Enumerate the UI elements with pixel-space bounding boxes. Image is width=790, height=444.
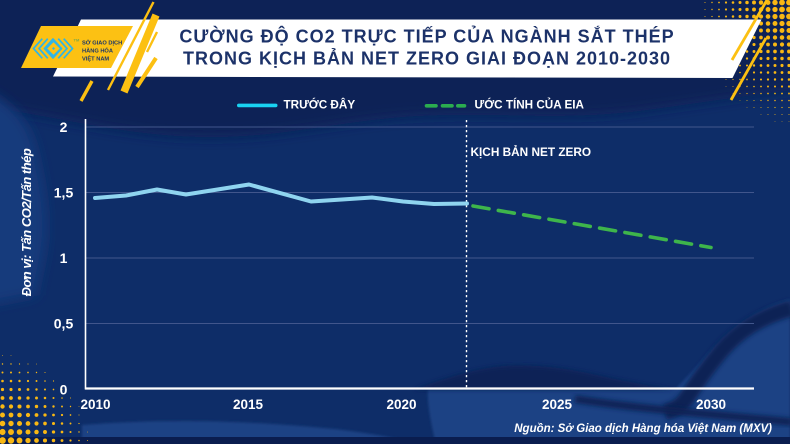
svg-text:SỞ GIAO DỊCH: SỞ GIAO DỊCH — [82, 39, 122, 46]
svg-text:2025: 2025 — [542, 397, 573, 412]
svg-text:KỊCH BẢN NET ZERO: KỊCH BẢN NET ZERO — [471, 145, 592, 159]
svg-text:2030: 2030 — [696, 397, 726, 412]
svg-text:2010: 2010 — [80, 397, 110, 412]
svg-text:ƯỚC TÍNH CỦA EIA: ƯỚC TÍNH CỦA EIA — [475, 99, 585, 112]
svg-text:1,5: 1,5 — [54, 185, 74, 201]
svg-text:2015: 2015 — [233, 397, 264, 412]
svg-text:HÀNG HÓA: HÀNG HÓA — [82, 46, 113, 54]
svg-text:0: 0 — [60, 382, 68, 398]
svg-text:1: 1 — [60, 250, 68, 266]
svg-text:2020: 2020 — [386, 397, 416, 412]
svg-text:Nguồn: Sở Giao dịch Hàng hóa V: Nguồn: Sở Giao dịch Hàng hóa Việt Nam (M… — [514, 423, 772, 435]
svg-text:TRƯỚC ĐÂY: TRƯỚC ĐÂY — [284, 99, 356, 112]
svg-text:Đơn vị: Tấn CO2/Tấn thép: Đơn vị: Tấn CO2/Tấn thép — [19, 148, 34, 296]
svg-text:0,5: 0,5 — [54, 316, 74, 332]
svg-text:CƯỜNG ĐỘ CO2 TRỰC TIẾP CỦA NGÀ: CƯỜNG ĐỘ CO2 TRỰC TIẾP CỦA NGÀNH SẮT THÉ… — [179, 26, 674, 47]
svg-text:VIỆT NAM: VIỆT NAM — [82, 54, 109, 62]
svg-text:2: 2 — [60, 119, 68, 135]
svg-text:TM: TM — [74, 38, 80, 43]
svg-text:TRONG KỊCH BẢN NET ZERO GIAI Đ: TRONG KỊCH BẢN NET ZERO GIAI ĐOẠN 2010-2… — [183, 48, 671, 69]
